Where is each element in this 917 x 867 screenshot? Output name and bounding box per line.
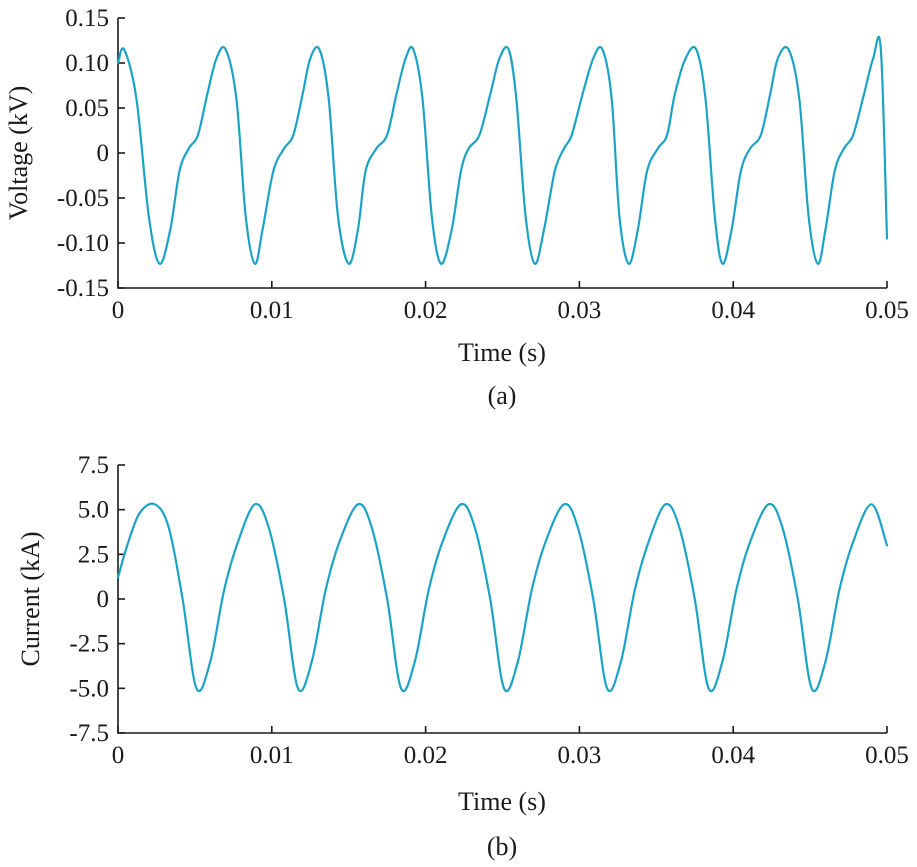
voltage-x-tick-label: 0.02 xyxy=(404,297,448,324)
voltage-y-tick-label: 0.15 xyxy=(65,5,109,32)
voltage-y-tick-label: 0.05 xyxy=(65,95,109,122)
voltage-x-tick-label: 0.03 xyxy=(558,297,602,324)
voltage-x-tick-label: 0.04 xyxy=(711,297,755,324)
current-y-tick-label: 0 xyxy=(97,586,110,613)
voltage-chart-ticks: 0 0.01 0.02 0.03 0.04 0.05 0.15 0.10 0.05 0 -0.05 -… xyxy=(57,5,909,324)
current-y-axis-label: Current (kA) xyxy=(16,531,45,666)
current-chart-ticks: 0 0.01 0.02 0.03 0.04 0.05 7.5 5.0 2.5 0 -2.5 -5.0 -… xyxy=(69,452,908,769)
voltage-y-axis-label: Voltage (kV) xyxy=(4,86,33,221)
current-x-tick-label: 0.01 xyxy=(250,742,294,769)
current-x-tick-label: 0.03 xyxy=(558,742,602,769)
voltage-y-tick-label: 0.10 xyxy=(65,50,109,77)
current-series-line xyxy=(116,502,889,692)
voltage-series-line xyxy=(116,35,889,265)
current-x-tick-label: 0.04 xyxy=(711,742,755,769)
current-y-tick-label: -5.0 xyxy=(69,675,109,702)
voltage-y-tick-label: 0 xyxy=(97,140,110,167)
current-chart: 0 0.01 0.02 0.03 0.04 0.05 7.5 5.0 2.5 0 -2.5 -5.0 -… xyxy=(16,452,909,861)
voltage-x-tick-label: 0.01 xyxy=(250,297,294,324)
current-x-axis-label: Time (s) xyxy=(458,787,546,816)
current-y-tick-label: 2.5 xyxy=(78,541,109,568)
current-y-tick-label: -7.5 xyxy=(69,720,109,747)
voltage-y-tick-label: -0.05 xyxy=(57,185,109,212)
panel-b-caption: (b) xyxy=(487,832,517,861)
current-x-tick-label: 0 xyxy=(112,742,125,769)
voltage-y-tick-label: -0.10 xyxy=(57,230,109,257)
voltage-chart: 0 0.01 0.02 0.03 0.04 0.05 0.15 0.10 0.05 0 -0.05 -… xyxy=(4,5,909,410)
voltage-x-axis-label: Time (s) xyxy=(458,338,546,367)
voltage-chart-axes xyxy=(117,18,887,289)
current-x-tick-label: 0.05 xyxy=(865,742,909,769)
voltage-x-tick-label: 0 xyxy=(112,297,125,324)
voltage-x-tick-label: 0.05 xyxy=(865,297,909,324)
current-x-tick-label: 0.02 xyxy=(404,742,448,769)
panel-a-caption: (a) xyxy=(488,381,517,410)
current-y-tick-label: -2.5 xyxy=(69,631,109,658)
current-y-tick-label: 5.0 xyxy=(78,497,109,524)
voltage-y-tick-label: -0.15 xyxy=(57,275,109,302)
current-y-tick-label: 7.5 xyxy=(78,452,109,479)
